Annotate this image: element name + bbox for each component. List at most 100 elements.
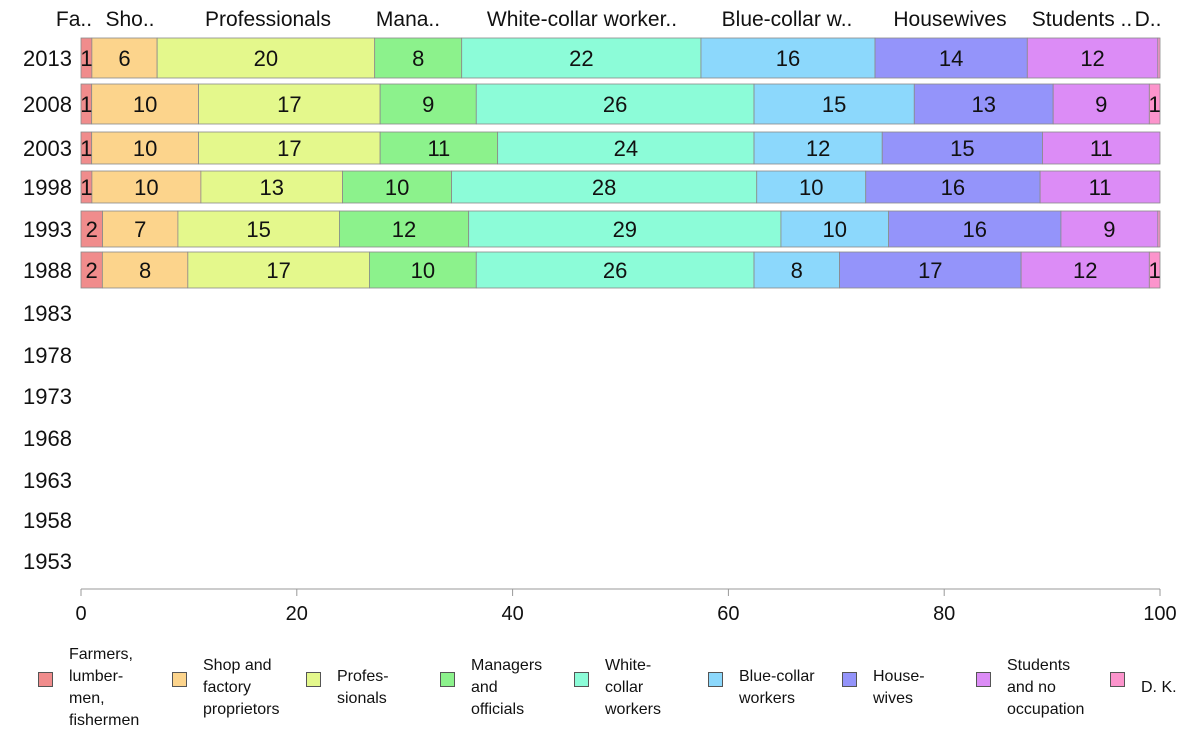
bar-segment <box>865 170 1041 204</box>
bar-value-label: 13 <box>971 92 995 117</box>
legend-swatch <box>708 672 723 687</box>
year-label: 1988 <box>23 258 72 283</box>
bar-segment <box>753 251 840 289</box>
legend-swatch <box>842 672 857 687</box>
bar-segment <box>468 210 782 248</box>
bar-value-label: 16 <box>941 175 965 200</box>
stacked-bar-chart: Fa.. Sho.. Professionals Mana.. White-collar… <box>23 8 1177 625</box>
bar-segment <box>839 251 1022 289</box>
legend-label: Farmers, lumber- men, fishermen <box>69 646 140 729</box>
legend-label: D. K. <box>1141 679 1177 696</box>
bar-segment <box>1026 37 1159 79</box>
bar-value-label: 8 <box>412 46 424 71</box>
bar-segment <box>156 37 376 79</box>
bar-segment <box>1157 210 1161 248</box>
bar-value-label: 26 <box>603 258 627 283</box>
bar-value-label: 12 <box>392 217 416 242</box>
legend-swatch <box>38 672 53 687</box>
bar-segment <box>475 251 755 289</box>
bar-value-label: 1 <box>80 175 92 200</box>
bar-segment <box>1060 210 1159 248</box>
bar-segment <box>187 251 370 289</box>
bar-segment <box>91 131 199 165</box>
bar-segment <box>1148 83 1161 125</box>
legend-swatch <box>440 672 455 687</box>
bar-value-label: 12 <box>1080 46 1104 71</box>
legend: Farmers, lumber- men, fishermen Shop and … <box>0 640 1188 736</box>
x-axis: 0 20 40 60 80 100 <box>75 588 1177 625</box>
x-tick-label: 100 <box>1143 603 1176 625</box>
bar-segment <box>753 131 883 165</box>
bar-value-label: 11 <box>427 136 450 161</box>
year-label: 1973 <box>23 384 72 409</box>
year-label: 1953 <box>23 549 72 574</box>
bar-segment <box>700 37 876 79</box>
legend-label: Blue-collar workers <box>739 668 815 707</box>
bar-value-label: 7 <box>134 217 146 242</box>
legend-label: White- collar workers <box>605 657 662 718</box>
bar-value-label: 2 <box>86 217 98 242</box>
legend-swatch <box>1110 672 1125 687</box>
bar-segment <box>780 210 890 248</box>
legend-swatch <box>976 672 991 687</box>
bar-segment <box>1020 251 1150 289</box>
bar-segment <box>200 170 343 204</box>
bar-value-label: 20 <box>254 46 278 71</box>
bar-segment <box>913 83 1054 125</box>
bar-segment <box>874 37 1028 79</box>
x-tick-label: 20 <box>286 603 308 625</box>
legend-label: Managers and officials <box>471 657 543 718</box>
bar-segment <box>1157 37 1161 79</box>
x-tick-label: 40 <box>501 603 523 625</box>
x-tick-label: 0 <box>75 603 86 625</box>
top-label: Sho.. <box>105 8 154 31</box>
bar-segment <box>1052 83 1150 125</box>
bar-value-label: 17 <box>918 258 942 283</box>
bar-value-label: 26 <box>603 92 627 117</box>
bar-segment <box>888 210 1062 248</box>
bar-segment <box>497 131 755 165</box>
bar-value-label: 9 <box>1103 217 1115 242</box>
bar-value-label: 16 <box>776 46 800 71</box>
top-label: Housewives <box>893 8 1006 31</box>
bar-value-label: 22 <box>569 46 593 71</box>
bar-value-label: 16 <box>963 217 987 242</box>
bar-value-label: 17 <box>266 258 290 283</box>
top-label: White-collar worker.. <box>487 8 677 31</box>
year-label: 1968 <box>23 426 72 451</box>
top-label: Students .. <box>1032 8 1132 31</box>
bar-value-label: 24 <box>614 136 638 161</box>
top-label: Fa.. <box>56 8 92 31</box>
bar-value-label: 17 <box>277 92 301 117</box>
bar-value-label: 15 <box>822 92 846 117</box>
bar-segment <box>102 210 179 248</box>
bar-value-label: 10 <box>799 175 823 200</box>
bar-segment <box>451 170 758 204</box>
bar-segment <box>342 170 452 204</box>
legend-swatch <box>172 672 187 687</box>
year-label: 1983 <box>23 301 72 326</box>
bar-value-label: 14 <box>939 46 963 71</box>
bar-value-label: 1 <box>80 136 92 161</box>
bar-value-label: 9 <box>422 92 434 117</box>
bar-value-label: 1 <box>1149 92 1161 117</box>
bar-value-label: 13 <box>259 175 283 200</box>
year-label: 1958 <box>23 508 72 533</box>
top-label: D.. <box>1135 8 1162 31</box>
bar-value-label: 10 <box>823 217 847 242</box>
legend-label: Profes- sionals <box>337 668 389 707</box>
x-tick-label: 80 <box>933 603 955 625</box>
legend-label: Shop and factory proprietors <box>203 657 280 718</box>
bar-value-label: 28 <box>592 175 616 200</box>
bar-value-label: 17 <box>277 136 301 161</box>
bar-value-label: 10 <box>385 175 409 200</box>
bar-segment <box>475 83 755 125</box>
legend-swatch <box>306 672 321 687</box>
bar-value-label: 12 <box>806 136 830 161</box>
bar-segment <box>198 131 381 165</box>
top-label: Professionals <box>205 8 331 31</box>
top-label: Mana.. <box>376 8 440 31</box>
bar-segment <box>1042 131 1161 165</box>
bar-value-label: 1 <box>80 46 92 71</box>
year-label: 2008 <box>23 92 72 117</box>
